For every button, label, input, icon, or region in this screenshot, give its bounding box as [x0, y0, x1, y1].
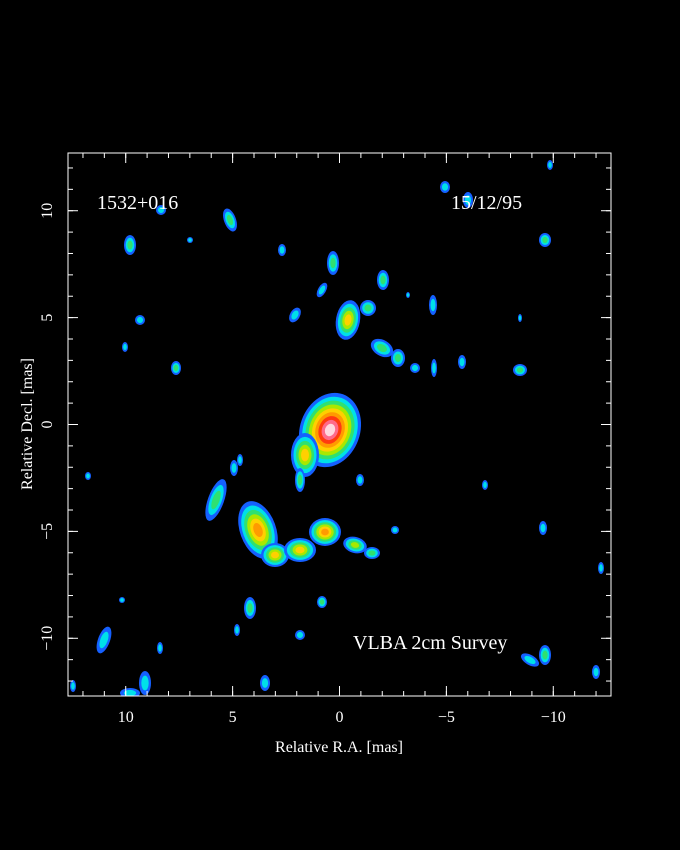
- emission-blob: [344, 314, 352, 326]
- emission-blob: [593, 667, 599, 677]
- emission-blob: [173, 364, 179, 372]
- emission-blob: [279, 246, 285, 254]
- emission-blob: [291, 310, 299, 320]
- emission-blob: [599, 564, 603, 572]
- emission-blob: [123, 343, 127, 351]
- emission-blob: [295, 546, 305, 554]
- emission-blob: [71, 682, 75, 690]
- emission-blob: [86, 473, 90, 479]
- emission-blob: [350, 542, 360, 548]
- y-tick-label: −5: [39, 523, 56, 540]
- emission-blob: [141, 675, 149, 691]
- emission-blob: [247, 603, 253, 613]
- emission-blob: [271, 551, 279, 559]
- emission-blob: [548, 161, 552, 169]
- x-tick-label: 0: [336, 709, 344, 726]
- emission-blob: [318, 285, 326, 295]
- emission-blob: [542, 236, 548, 244]
- emission-blob: [542, 650, 548, 660]
- emission-blob: [253, 523, 263, 537]
- emission-blob: [123, 689, 137, 696]
- emission-blob: [235, 626, 239, 634]
- emission-blob: [518, 315, 522, 321]
- x-tick-label: −5: [438, 709, 455, 726]
- emission-blob: [120, 598, 124, 602]
- emission-blob: [540, 523, 546, 533]
- emission-blob: [464, 195, 472, 205]
- emission-blob: [99, 631, 109, 649]
- emission-blob: [459, 357, 465, 367]
- survey-label: VLBA 2cm Survey: [353, 632, 507, 654]
- source-label: 1532+016: [97, 192, 178, 214]
- emission-blob: [516, 367, 524, 373]
- emission-blob: [261, 678, 269, 688]
- emission-blob: [127, 240, 133, 250]
- emission-blob: [411, 364, 419, 372]
- emission-blob: [406, 293, 410, 297]
- emission-blob: [377, 343, 387, 353]
- y-tick-label: 5: [39, 314, 56, 322]
- emission-blob: [357, 476, 363, 484]
- emission-blob: [441, 183, 449, 191]
- emission-blob: [238, 456, 242, 464]
- x-tick-label: 10: [118, 709, 134, 726]
- emission-blob: [158, 644, 162, 652]
- emission-blob: [483, 481, 487, 489]
- emission-map: [70, 160, 604, 696]
- y-tick-label: −10: [39, 626, 56, 651]
- x-tick-label: 5: [229, 709, 237, 726]
- emission-blob: [296, 631, 304, 639]
- date-label: 15/12/95: [451, 192, 522, 214]
- emission-blob: [231, 463, 237, 473]
- y-tick-label: 0: [39, 421, 56, 429]
- emission-blob: [157, 206, 165, 214]
- emission-blob: [226, 214, 234, 226]
- emission-blob: [319, 599, 325, 605]
- emission-blob: [392, 527, 398, 533]
- emission-blob: [297, 474, 303, 486]
- emission-blob: [394, 354, 402, 362]
- y-axis-label: Relative Decl. [mas]: [19, 358, 36, 490]
- y-tick-label: 10: [39, 203, 56, 219]
- x-axis-label: Relative R.A. [mas]: [275, 739, 403, 756]
- x-tick-label: −10: [541, 709, 566, 726]
- emission-blob: [321, 528, 329, 536]
- emission-blob: [368, 550, 376, 556]
- emission-blob: [211, 490, 221, 510]
- emission-blob: [324, 423, 336, 437]
- emission-blob: [380, 275, 386, 285]
- emission-blob: [432, 362, 436, 374]
- emission-blob: [524, 655, 536, 665]
- emission-blob: [430, 298, 436, 312]
- emission-blob: [330, 257, 336, 269]
- emission-blob: [188, 238, 192, 242]
- emission-blob: [136, 316, 144, 324]
- emission-blob: [301, 448, 309, 462]
- emission-blob: [364, 304, 372, 312]
